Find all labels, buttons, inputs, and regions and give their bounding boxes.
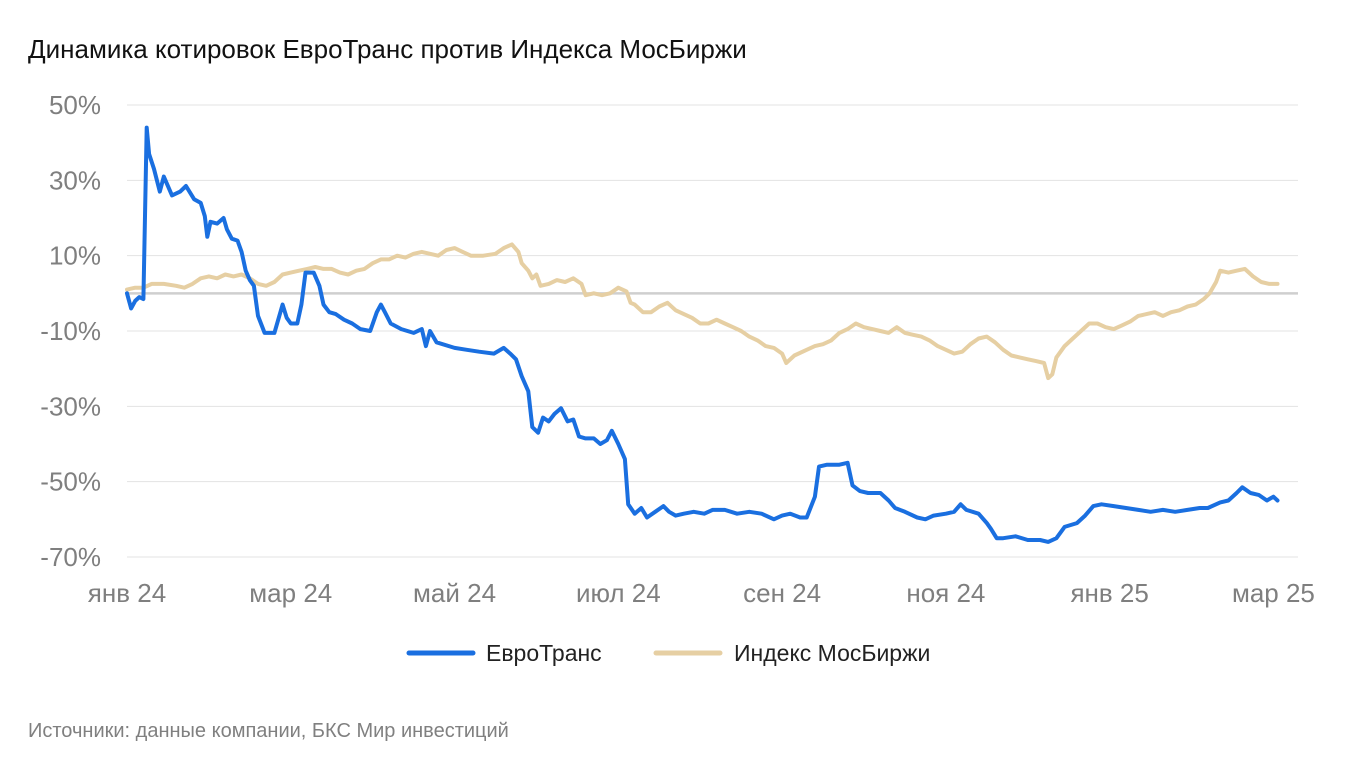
grid-lines xyxy=(127,104,1298,558)
legend: ЕвроТранс Индекс МосБиржи xyxy=(406,640,930,666)
y-tick-label: 50% xyxy=(49,90,101,120)
y-tick-label: -70% xyxy=(40,542,101,572)
y-tick-label: 10% xyxy=(49,241,101,271)
x-tick-label: ноя 24 xyxy=(906,578,985,608)
x-tick-label: янв 24 xyxy=(88,578,166,608)
x-tick-label: сен 24 xyxy=(743,578,821,608)
series-line-0 xyxy=(125,125,1280,544)
x-axis-tick-labels: янв 24 мар 24 май 24 июл 24 сен 24 ноя 24 янв … xyxy=(88,578,1315,608)
x-tick-label: май 24 xyxy=(413,578,496,608)
source-note: Источники: данные компании, БКС Мир инве… xyxy=(28,720,509,742)
y-tick-label: 30% xyxy=(49,165,101,195)
y-tick-label: -30% xyxy=(40,391,101,421)
series-line-1 xyxy=(125,242,1280,381)
legend-label-1: Индекс МосБиржи xyxy=(734,640,930,666)
y-tick-label: -10% xyxy=(40,316,101,346)
legend-label-0: ЕвроТранс xyxy=(486,640,602,666)
y-tick-label: -50% xyxy=(40,467,101,497)
y-axis-tick-labels: 50% 30% 10% -10% -30% -50% -70% xyxy=(40,90,101,572)
x-tick-label: мар 25 xyxy=(1232,578,1315,608)
x-tick-label: мар 24 xyxy=(249,578,332,608)
x-tick-label: янв 25 xyxy=(1070,578,1148,608)
chart-title: Динамика котировок ЕвроТранс против Инде… xyxy=(28,34,747,64)
series-lines xyxy=(125,125,1280,544)
x-tick-label: июл 24 xyxy=(576,578,661,608)
